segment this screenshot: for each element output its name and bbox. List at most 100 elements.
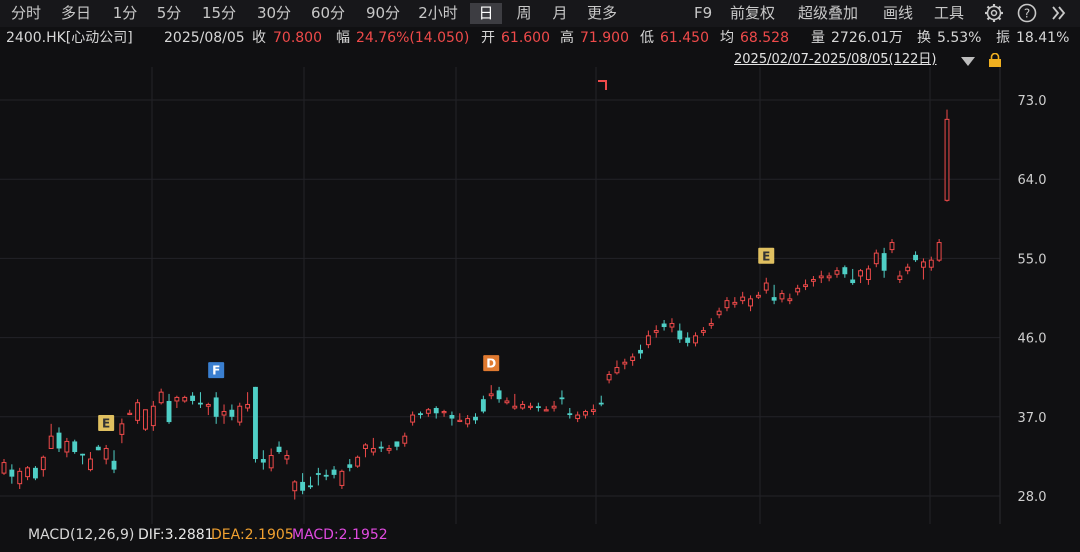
close-value: 70.800 [273,30,322,46]
candle-body [25,467,31,478]
amplitude-label: 振 [996,30,1010,46]
lock-icon[interactable] [988,53,1002,67]
candle-body [810,279,816,282]
candle-body [237,405,243,423]
candle-body [449,415,455,419]
candle-body [402,435,408,444]
candle-body [198,402,203,405]
timeframe-0[interactable]: 分时 [10,4,41,22]
tool-2[interactable]: 超级叠加 [798,4,859,22]
candle-body [535,406,541,408]
chart-background [0,49,1080,524]
tool-4[interactable]: 工具 [934,4,965,22]
y-tick-label: 55.0 [1018,252,1047,267]
candle-body [944,118,950,201]
candle-body [763,282,769,291]
candle-body [245,403,251,409]
timeframe-6[interactable]: 60分 [310,4,346,22]
candle-body [818,275,824,279]
candle-body [331,469,337,475]
candle-body [260,459,266,463]
candle-body [936,242,942,261]
candle-body [56,432,62,449]
candle-body [771,297,777,301]
toolbar: 分时 多日 1分 5分 15分 30分 60分 90分 2小时日周 月更多 F9 前复权 超级叠加 画线 工… [0,0,1080,27]
timeframe-5[interactable]: 30分 [256,4,292,22]
help-icon[interactable]: ? [1016,2,1038,24]
range-corner-marker [598,80,607,90]
candle-body [787,298,793,302]
candle-body [300,481,306,491]
candle-body [473,416,478,421]
candle-body [865,268,871,281]
tool-3[interactable]: 画线 [883,4,914,22]
candle-body [669,323,675,328]
amplitude-value: 18.41% [1016,30,1070,46]
candle-body [858,270,863,277]
candle-body [190,395,196,401]
candle-body [795,287,801,293]
candle-body [528,405,533,408]
timeframe-1[interactable]: 多日 [60,4,91,22]
candle-body [80,453,86,456]
macd-dif: DIF:3.2881 [138,527,214,543]
stock-code-name[interactable]: 2400.HK[心动公司] [6,30,133,46]
change-value: 24.76%(14.050) [356,30,470,46]
high-label: 高 [560,30,574,46]
candle-body [677,330,683,340]
timeframe-9[interactable]: 日 [470,3,502,24]
candle-body [433,408,439,414]
candle-body [221,411,227,416]
timeframe-11[interactable]: 月 [552,4,568,22]
gear-icon[interactable] [983,2,1005,24]
candle-body [158,391,164,404]
y-tick-label: 46.0 [1018,332,1047,347]
candle-body [378,446,384,449]
candle-body [803,284,808,288]
event-marker-label: D [486,357,496,371]
candle-body [732,301,738,305]
avg-value: 68.528 [740,30,789,46]
candle-body [253,386,258,460]
tool-1[interactable]: 前复权 [730,4,776,22]
low-label: 低 [640,30,654,46]
candle-body [315,473,321,475]
timeframe-3[interactable]: 5分 [156,4,182,22]
y-tick-label: 73.0 [1018,94,1047,109]
macd-label[interactable]: MACD(12,26,9) [28,527,135,543]
candle-body [32,467,38,479]
macd-indicator-bar: MACD(12,26,9) DIF:3.2881 DEA:2.1905 MACD… [0,524,1080,546]
candle-body [213,397,219,417]
range-dropdown-icon[interactable] [960,55,976,67]
candle-body [834,270,840,275]
avg-label: 均 [720,30,734,46]
candle-body [693,335,698,344]
low-value: 61.450 [660,30,709,46]
candle-body [410,414,416,423]
candle-body [9,469,15,477]
candle-body [119,423,125,435]
candle-body [928,259,934,268]
candle-body [873,252,879,265]
high-value: 71.900 [580,30,629,46]
timeframe-8[interactable]: 2小时 [418,4,458,22]
tool-0[interactable]: F9 [694,4,713,22]
timeframe-7[interactable]: 90分 [365,4,401,22]
candle-body [174,396,180,402]
candle-body [355,456,361,467]
candle-body [95,446,101,451]
timeframe-2[interactable]: 1分 [112,4,138,22]
candle-body [166,400,172,423]
candle-body [205,403,211,407]
candle-body [143,409,148,430]
candle-body [229,409,235,417]
expand-icon[interactable] [1048,2,1070,24]
timeframe-12[interactable]: 更多 [586,4,617,22]
candle-body [755,294,761,298]
volume-value: 2726.01万 [831,30,903,46]
date-range-label[interactable]: 2025/02/07-2025/08/05(122日) [734,52,937,67]
turnover-value: 5.53% [937,30,982,46]
timeframe-10[interactable]: 周 [516,4,532,22]
timeframe-4[interactable]: 15分 [201,4,237,22]
